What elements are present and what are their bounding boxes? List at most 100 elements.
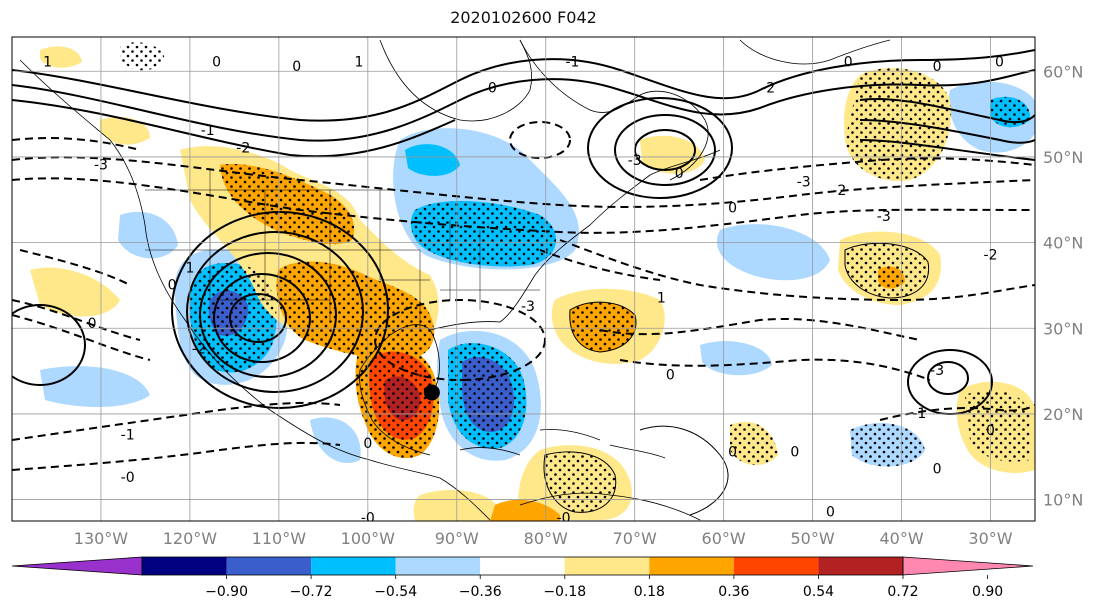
map-frame xyxy=(11,36,1036,522)
contour-solid-closed xyxy=(614,114,716,186)
lon-tick-label: 60°W xyxy=(702,529,746,548)
shade-light-blue xyxy=(310,417,361,464)
colorbar-tick-label: −0.72 xyxy=(290,584,333,600)
contour-label: 0 xyxy=(88,316,97,332)
colorbar-tick-label: 0.90 xyxy=(972,584,1003,600)
stipple-region xyxy=(120,42,165,71)
colorbar-segment xyxy=(311,557,396,575)
contour-label: -3 xyxy=(94,157,108,173)
colorbar-tick-label: −0.36 xyxy=(459,584,502,600)
stipple-region xyxy=(544,451,616,513)
contour-label: 0 xyxy=(826,504,835,520)
contour-label: -1 xyxy=(201,123,215,139)
colorbar-tick-label: 0.36 xyxy=(718,584,749,600)
lat-tick-label: 40°N xyxy=(1043,234,1083,253)
colorbar-labels: −0.90 −0.72 −0.54 −0.36 −0.18 0.18 0.36 0.54 0.7… xyxy=(205,575,1003,600)
stipple-region xyxy=(730,421,778,466)
lon-tick-label: 90°W xyxy=(435,529,479,548)
colorbar-extend-low xyxy=(11,556,143,576)
colorbar-segment xyxy=(649,557,734,575)
colorbar-segment xyxy=(733,557,819,575)
contour-dashed xyxy=(12,249,661,471)
colorbar-segment xyxy=(818,557,903,575)
stipple-region xyxy=(189,263,277,373)
lat-tick-label: 10°N xyxy=(1043,491,1083,510)
contour-label: 0 xyxy=(363,436,372,452)
contour-label: 0 xyxy=(488,80,497,96)
contour-label: -2 xyxy=(984,247,998,263)
contour-label: -3 xyxy=(628,153,642,169)
lon-tick-label: 130°W xyxy=(74,529,129,548)
map-title: 2020102600 F042 xyxy=(450,8,597,27)
shade-light-yellow xyxy=(30,267,120,317)
contour-label: -3 xyxy=(521,299,535,315)
contour-label: 0 xyxy=(675,166,684,182)
lat-tick-label: 30°N xyxy=(1043,319,1083,338)
colorbar-tick-label: 0.72 xyxy=(887,584,918,600)
colorbar-segment xyxy=(564,557,650,575)
colorbar-segment xyxy=(226,557,312,575)
contour-dashed-closed xyxy=(374,299,546,381)
contour-label: -3 xyxy=(877,209,891,225)
contour-label: -1 xyxy=(912,406,926,422)
colorbar-segment xyxy=(480,557,565,575)
contour-solid-closed xyxy=(587,97,733,199)
contour-dashed xyxy=(12,239,1035,341)
contour-solid xyxy=(859,119,1035,161)
contour-label: 0 xyxy=(933,59,942,75)
contour-label: -2 xyxy=(832,183,846,199)
coastline-south-america xyxy=(519,492,701,521)
shade-light-blue xyxy=(716,224,830,281)
contour-label: 0 xyxy=(933,462,942,478)
longitude-tick-labels: 130°W 120°W 110°W 100°W 90°W 80°W 70°W 60°W 50°W… xyxy=(74,529,1013,548)
contour-dashed xyxy=(12,358,931,441)
colorbar-extend-high xyxy=(902,556,1034,576)
stipple-region xyxy=(220,164,355,245)
stipple-region xyxy=(845,68,951,181)
map-area: 1 0 0 10-1-20 0 0-1-2-3 -30-3-20-3-200-2-3101-… xyxy=(12,37,1035,526)
contour-solid-closed xyxy=(199,252,337,378)
contour-solid xyxy=(12,49,1035,122)
shade-light-blue xyxy=(40,366,150,407)
coastline-greenland xyxy=(739,39,891,65)
contour-label: 1 xyxy=(657,290,666,306)
location-marker xyxy=(423,384,440,401)
contour-label: 0 xyxy=(844,55,853,71)
colorbar-tick-label: −0.90 xyxy=(205,584,248,600)
latitude-tick-labels: 60°N 50°N 40°N 30°N 20°N 10°N xyxy=(1043,62,1083,509)
contour-label: -0 xyxy=(121,470,135,486)
colorbar-tick-label: 0.54 xyxy=(803,584,834,600)
contour-lines xyxy=(12,49,1035,516)
contour-label: -0 xyxy=(361,510,375,526)
contour-label: 0 xyxy=(728,444,737,460)
coastlines xyxy=(19,39,891,521)
coastline-canada-east xyxy=(519,39,709,181)
lat-tick-label: 50°N xyxy=(1043,148,1083,167)
contour-label: 0 xyxy=(292,59,301,75)
contour-label: 1 xyxy=(185,260,194,276)
contour-solid xyxy=(12,69,1035,142)
contour-solid-closed xyxy=(213,273,311,363)
contour-dashed xyxy=(12,137,1035,181)
lon-tick-label: 70°W xyxy=(613,529,657,548)
contour-label: -2 xyxy=(192,342,206,358)
contour-label: 0 xyxy=(995,55,1004,71)
colorbar-outline xyxy=(141,556,904,576)
anomaly-shading xyxy=(30,42,1035,521)
contour-label: -0 xyxy=(557,510,571,526)
shade-light-blue xyxy=(118,211,178,259)
lon-tick-label: 120°W xyxy=(163,529,218,548)
stipple-region xyxy=(965,390,1030,462)
lon-tick-label: 100°W xyxy=(341,529,396,548)
stipple-region xyxy=(410,200,557,267)
contour-thin xyxy=(569,301,637,353)
coastline-pacific xyxy=(19,59,491,521)
stipple-region xyxy=(276,261,435,360)
contour-label: 1 xyxy=(43,55,52,71)
lon-tick-label: 80°W xyxy=(524,529,568,548)
colorbar-tick-label: −0.54 xyxy=(374,584,417,600)
contour-thin xyxy=(639,425,729,516)
colorbar-segment xyxy=(395,557,481,575)
lon-tick-label: 50°W xyxy=(791,529,835,548)
